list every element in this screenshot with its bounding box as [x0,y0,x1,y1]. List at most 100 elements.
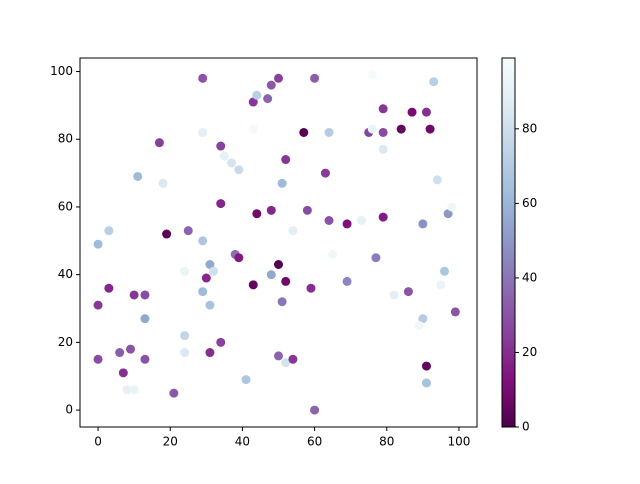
x-tick-label: 100 [448,435,471,449]
point [324,215,334,225]
point [310,405,320,415]
point [266,80,276,90]
point [140,290,150,300]
point [219,151,229,161]
point [118,368,128,378]
point [396,124,406,134]
point [281,155,291,165]
x-tick-label: 0 [94,435,102,449]
point [252,209,262,219]
point [216,199,226,209]
point [198,236,208,246]
point [274,260,283,270]
point [324,127,334,137]
point [418,219,428,229]
point [234,165,244,175]
point [234,253,244,263]
point [201,273,211,283]
point [378,212,388,222]
point [248,280,258,290]
point [421,361,431,371]
colorbar-tick-label: 40 [522,270,537,284]
y-tick-label: 60 [58,199,73,213]
point [241,375,251,385]
point [140,354,150,364]
point [371,253,381,263]
point [198,127,208,137]
point [180,331,190,341]
point [266,205,276,215]
point [288,226,298,236]
point [299,127,309,137]
plot-frame [79,57,478,428]
point [281,358,291,368]
point [447,202,457,212]
point [421,378,431,388]
point [133,171,143,181]
y-tick-label: 100 [50,64,73,78]
colorbar [501,57,516,428]
point [169,388,179,398]
point [122,385,132,395]
point [263,94,273,104]
point [342,219,352,229]
point [378,144,388,154]
point [162,229,172,239]
point [126,344,136,354]
point [274,351,283,361]
colorbar-tick-label: 0 [522,420,530,434]
point [432,175,442,185]
point [140,314,150,324]
x-tick-label: 80 [379,435,394,449]
point [320,168,330,178]
point [248,97,258,107]
point [277,178,287,188]
point [429,77,439,87]
point [310,73,320,83]
point [357,215,367,225]
point [277,297,287,307]
y-tick-label: 20 [58,335,73,349]
point [436,280,446,290]
point [414,320,424,330]
point [104,283,114,293]
point [158,178,168,188]
x-tick-label: 20 [163,435,178,449]
point [288,354,298,364]
point [378,127,388,137]
point [129,290,139,300]
point [306,283,316,293]
point [216,141,226,151]
point [93,239,103,249]
point [328,249,338,259]
point [129,385,139,395]
point [183,226,193,236]
point [274,73,283,83]
point [389,290,399,300]
point [115,348,125,358]
y-tick-label: 80 [58,132,73,146]
point [180,348,190,358]
point [367,70,377,80]
point [248,124,258,134]
colorbar-tick-label: 80 [522,121,537,135]
y-tick-label: 40 [58,267,73,281]
point [205,260,215,270]
point [425,124,435,134]
point [216,337,226,347]
point [443,209,453,219]
point [198,73,208,83]
point [252,90,262,100]
point [403,287,413,297]
point [198,287,208,297]
colorbar-tick-label: 60 [522,196,537,210]
point [367,124,377,134]
point [154,138,164,148]
point [93,300,103,310]
point [342,276,352,286]
point [421,107,431,117]
point [450,307,460,317]
point [104,226,114,236]
point [205,348,215,358]
